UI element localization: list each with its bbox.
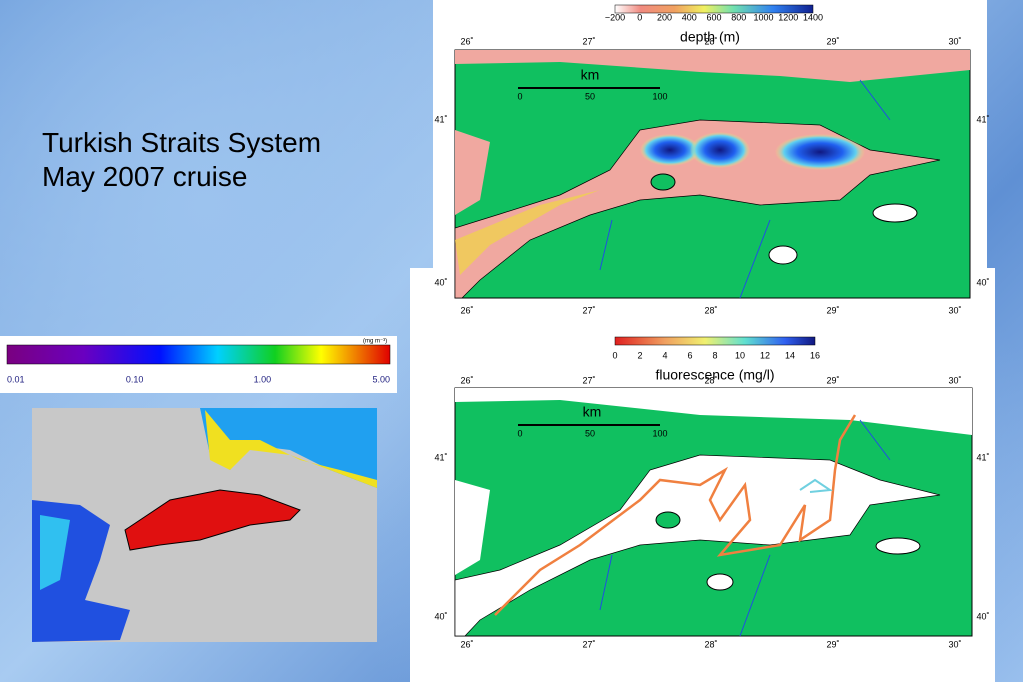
- lon-label: 29˚: [826, 36, 839, 46]
- colorbar-tick-label: 10: [735, 350, 745, 360]
- scale-unit: km: [581, 67, 600, 83]
- depth-map: [454, 49, 971, 299]
- depth-colorbar: [614, 4, 814, 14]
- colorbar-tick-label: 0: [612, 350, 617, 360]
- lon-label: 27˚: [582, 305, 595, 315]
- lon-label: 29˚: [826, 375, 839, 385]
- colorbar: [6, 344, 391, 365]
- scale-tick-label: 50: [585, 428, 595, 438]
- aegean-mid: [40, 515, 70, 590]
- lat-label: 40˚: [434, 611, 447, 621]
- lon-label: 30˚: [948, 375, 961, 385]
- scale-tick-label: 100: [652, 428, 667, 438]
- scale-tick-label: 0: [517, 428, 522, 438]
- colorbar-panel: [0, 336, 397, 393]
- colorbar-tick-label: 0: [637, 12, 642, 22]
- lon-label: 26˚: [460, 36, 473, 46]
- lon-label: 30˚: [948, 305, 961, 315]
- colorbar-label: 5.00: [372, 374, 390, 384]
- colorbar-tick-label: 200: [657, 12, 672, 22]
- lon-label: 28˚: [704, 375, 717, 385]
- scale-tick-label: 100: [652, 91, 667, 101]
- colorbar-tick-label: 1000: [753, 12, 773, 22]
- lon-label: 30˚: [948, 36, 961, 46]
- lat-label: 40˚: [434, 277, 447, 287]
- colorbar-tick-label: 4: [662, 350, 667, 360]
- colorbar-tick-label: 12: [760, 350, 770, 360]
- scale-tick-label: 50: [585, 91, 595, 101]
- lat-label: 41˚: [434, 452, 447, 462]
- title-line: May 2007 cruise: [42, 161, 248, 192]
- coastal-high: [205, 410, 377, 488]
- colorbar-tick-label: 400: [682, 12, 697, 22]
- lat-label: 41˚: [976, 452, 989, 462]
- scale-tick-label: 0: [517, 91, 522, 101]
- colorbar-tick-label: 1400: [803, 12, 823, 22]
- colorbar-tick-label: 8: [712, 350, 717, 360]
- fluor-colorbar: [614, 336, 816, 346]
- colorbar-tick-label: 16: [810, 350, 820, 360]
- lon-label: 26˚: [460, 639, 473, 649]
- lon-label: 30˚: [948, 639, 961, 649]
- lon-label: 28˚: [704, 639, 717, 649]
- lat-label: 40˚: [976, 611, 989, 621]
- fluor-map: [454, 387, 973, 637]
- lon-label: 27˚: [582, 36, 595, 46]
- lon-label: 26˚: [460, 375, 473, 385]
- lat-label: 40˚: [976, 277, 989, 287]
- lon-label: 28˚: [704, 36, 717, 46]
- colorbar-label: 1.00: [254, 374, 272, 384]
- colorbar-tick-label: −200: [605, 12, 625, 22]
- scale-unit: km: [583, 404, 602, 420]
- colorbar-tick-label: 6: [687, 350, 692, 360]
- lon-label: 29˚: [826, 305, 839, 315]
- colorbar-label: fluorescence (mg/l): [655, 367, 774, 383]
- lat-label: 41˚: [976, 114, 989, 124]
- colorbar-tick-label: 2: [637, 350, 642, 360]
- lon-label: 29˚: [826, 639, 839, 649]
- title-line: Turkish Straits System: [42, 127, 322, 158]
- marmara: [124, 489, 301, 551]
- colorbar-tick-label: 800: [731, 12, 746, 22]
- colorbar-tick-label: 600: [706, 12, 721, 22]
- lon-label: 26˚: [460, 305, 473, 315]
- lon-label: 27˚: [582, 639, 595, 649]
- lat-label: 41˚: [434, 114, 447, 124]
- colorbar-label: 0.01: [7, 374, 25, 384]
- lon-label: 27˚: [582, 375, 595, 385]
- colorbar-label: 0.10: [126, 374, 144, 384]
- colorbar-tick-label: 14: [785, 350, 795, 360]
- slide-title: Turkish Straits System May 2007 cruise: [42, 126, 321, 194]
- colorbar-label: depth (m): [680, 29, 740, 45]
- black-sea: [200, 408, 377, 488]
- colorbar-tick-label: 1200: [778, 12, 798, 22]
- colorbar-unit: (mg m⁻³): [363, 339, 387, 345]
- lon-label: 28˚: [704, 305, 717, 315]
